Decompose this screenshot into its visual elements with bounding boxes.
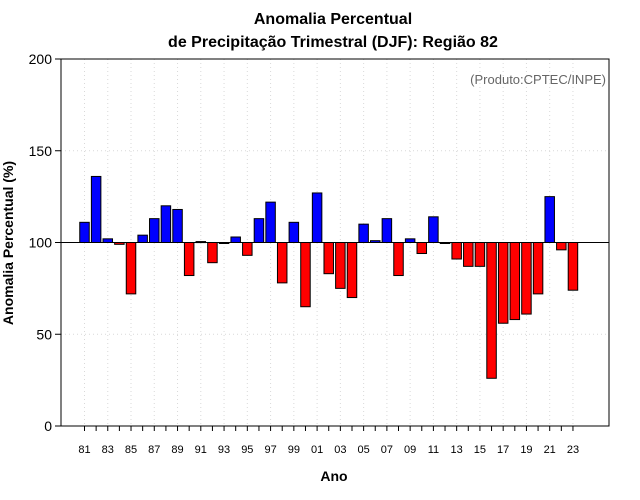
x-axis: 81 83 85 87 89 91 93 95 97 99 01 03 05 07 09 11 13 15 17 19… (78, 426, 579, 456)
credit-text: (Produto:CPTEC/INPE) (470, 72, 606, 87)
bar-95 (242, 242, 253, 256)
x-tick-label: 19 (520, 444, 532, 456)
x-tick-label: 15 (474, 444, 486, 456)
x-tick-label: 21 (544, 444, 556, 456)
y-tick-label: 150 (29, 143, 53, 159)
bar-82 (90, 175, 102, 243)
bar-04 (346, 242, 358, 299)
bar-03 (335, 242, 346, 289)
x-tick-label: 87 (148, 444, 160, 456)
bar-10 (416, 242, 428, 255)
y-tick-label: 100 (29, 235, 53, 251)
x-tick-label: 99 (288, 444, 300, 456)
bar-01 (311, 192, 323, 243)
bar-00 (300, 242, 311, 308)
x-tick-label: 97 (264, 444, 276, 456)
bar-83 (102, 238, 114, 244)
x-tick-label: 89 (171, 444, 183, 456)
bar-20 (532, 242, 544, 295)
bar-05 (358, 223, 369, 243)
bar-90 (183, 242, 195, 277)
bar-08 (393, 242, 404, 277)
bar-22 (556, 242, 567, 251)
bar-98 (276, 242, 288, 284)
bar-99 (288, 221, 300, 244)
x-tick-label: 83 (102, 444, 114, 456)
bar-23 (567, 242, 579, 291)
y-tick-label: 0 (44, 418, 52, 434)
x-tick-label: 81 (78, 444, 90, 456)
bar-87 (149, 218, 160, 244)
x-tick-label: 13 (451, 444, 463, 456)
bar-94 (230, 236, 241, 243)
bar-96 (253, 218, 265, 244)
bar-97 (265, 201, 276, 244)
x-axis-label: Ano (320, 468, 347, 484)
bar-16 (486, 242, 497, 379)
bar-86 (137, 234, 148, 244)
bar-81 (79, 221, 90, 244)
x-tick-label: 09 (404, 444, 416, 456)
x-tick-label: 05 (357, 444, 369, 456)
chart-title-line1: Anomalia Percentual (254, 11, 412, 28)
x-tick-label: 95 (241, 444, 253, 456)
bar-88 (160, 205, 172, 244)
bar-14 (463, 242, 474, 267)
y-axis-label: Anomalia Percentual (%) (0, 161, 16, 325)
bar-21 (544, 196, 555, 243)
bar-17 (497, 242, 509, 324)
bar-09 (404, 238, 416, 244)
x-tick-label: 11 (428, 444, 439, 456)
bar-02 (323, 242, 334, 275)
bar-13 (451, 242, 462, 260)
y-axis: 0 50 100 150 200 (29, 51, 61, 434)
bar-19 (521, 242, 532, 315)
bar-07 (381, 218, 393, 244)
x-tick-label: 17 (497, 444, 509, 456)
bar-89 (172, 208, 183, 243)
x-tick-label: 01 (311, 444, 323, 456)
x-tick-label: 23 (567, 444, 579, 456)
bar-15 (474, 242, 486, 267)
bar-11 (428, 216, 439, 243)
x-tick-label: 03 (334, 444, 346, 456)
x-tick-label: 85 (125, 444, 137, 456)
y-tick-label: 200 (29, 51, 53, 67)
chart-title-line2: de Precipitação Trimestral (DJF): Região… (168, 34, 498, 51)
bar-92 (207, 242, 218, 264)
x-tick-label: 91 (195, 444, 207, 456)
y-tick-label: 50 (36, 326, 52, 342)
bar-18 (509, 242, 521, 321)
x-tick-label: 93 (218, 444, 230, 456)
x-tick-label: 07 (381, 444, 393, 456)
bar-85 (125, 242, 137, 295)
